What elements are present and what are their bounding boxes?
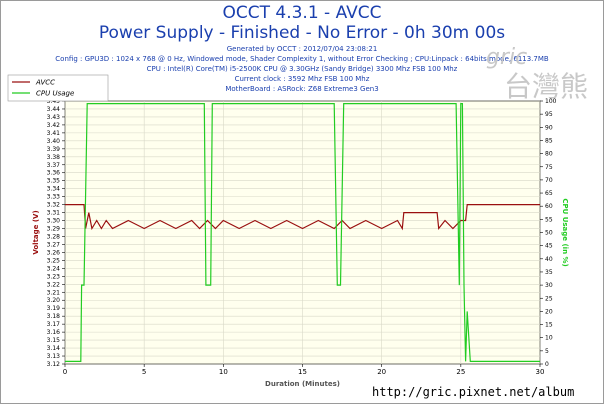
y-axis-label: Voltage (V) xyxy=(32,210,40,254)
y-tick-label: 3.18 xyxy=(47,313,61,320)
y-tick-label: 3.29 xyxy=(47,226,61,233)
y2-tick-label: 95 xyxy=(545,111,553,118)
y-tick-label: 3.27 xyxy=(47,241,61,248)
y-tick-label: 3.16 xyxy=(47,329,61,336)
y-tick-label: 3.26 xyxy=(47,249,61,256)
series-line-avcc xyxy=(65,204,540,231)
y-tick-label: 3.32 xyxy=(47,202,61,209)
y2-tick-label: 65 xyxy=(545,190,553,197)
y-tick-label: 3.42 xyxy=(47,122,61,129)
y-tick-label: 3.45 xyxy=(47,98,61,105)
y2-tick-label: 40 xyxy=(545,256,553,263)
y2-tick-label: 25 xyxy=(545,295,553,302)
y-tick-label: 3.30 xyxy=(47,218,61,225)
x-tick-label: 15 xyxy=(298,368,307,376)
legend-label-0: AVCC xyxy=(35,79,55,87)
y-tick-label: 3.43 xyxy=(47,114,61,121)
y-tick-label: 3.23 xyxy=(47,273,61,280)
x-tick-label: 25 xyxy=(456,368,465,376)
y-tick-label: 3.44 xyxy=(47,106,61,113)
chart-subtitle: Power Supply - Finished - No Error - 0h … xyxy=(98,23,506,43)
y-tick-label: 3.21 xyxy=(47,289,61,296)
y2-tick-label: 85 xyxy=(545,137,553,144)
y-tick-label: 3.33 xyxy=(47,194,61,201)
series-line-cpu-usage xyxy=(65,102,540,362)
config-line: Config : GPU3D : 1024 x 768 @ 0 Hz, Wind… xyxy=(55,55,549,63)
legend xyxy=(7,74,109,102)
y2-tick-label: 80 xyxy=(545,151,553,158)
legend-label-1: CPU Usage xyxy=(36,90,74,98)
x-tick-label: 5 xyxy=(142,368,146,376)
y2-tick-label: 100 xyxy=(545,98,557,105)
y-tick-label: 3.19 xyxy=(47,305,61,312)
y-tick-label: 3.35 xyxy=(47,178,61,185)
y-tick-label: 3.39 xyxy=(47,146,61,153)
y-tick-label: 3.41 xyxy=(47,130,61,137)
chart-title: OCCT 4.3.1 - AVCC xyxy=(222,3,382,23)
y2-tick-label: 30 xyxy=(545,282,553,289)
clock-line: Current clock : 3592 Mhz FSB 100 Mhz xyxy=(234,75,370,83)
watermark-logo: gric 台灣熊 xyxy=(486,45,588,100)
grid xyxy=(64,100,541,365)
x-tick-label: 10 xyxy=(219,368,228,376)
y2-tick-label: 70 xyxy=(545,177,553,184)
y-tick-label: 3.36 xyxy=(47,170,61,177)
y2-tick-label: 50 xyxy=(545,230,553,237)
y-tick-label: 3.28 xyxy=(47,233,61,240)
y2-tick-label: 10 xyxy=(545,335,553,342)
footer-url[interactable]: http://gric.pixnet.net/album xyxy=(372,385,575,399)
y2-tick-label: 90 xyxy=(545,124,553,131)
motherboard-line: MotherBoard : ASRock: Z68 Extreme3 Gen3 xyxy=(225,85,379,93)
y2-tick-label: 35 xyxy=(545,269,553,276)
y-tick-label: 3.25 xyxy=(47,257,61,264)
y-tick-label: 3.34 xyxy=(47,186,61,193)
x-tick-label: 30 xyxy=(536,368,545,376)
y-tick-label: 3.17 xyxy=(47,321,61,328)
y2-tick-label: 45 xyxy=(545,243,553,250)
y-tick-label: 3.22 xyxy=(47,281,61,288)
y-tick-label: 3.31 xyxy=(47,210,61,217)
y2-tick-label: 20 xyxy=(545,308,553,315)
y2-tick-label: 75 xyxy=(545,164,553,171)
y-tick-label: 3.40 xyxy=(47,138,61,145)
y2-tick-label: 15 xyxy=(545,322,553,329)
y-tick-label: 3.20 xyxy=(47,297,61,304)
y-tick-label: 3.38 xyxy=(47,154,61,161)
y-tick-label: 3.37 xyxy=(47,162,61,169)
watermark-logo-cjk: 台灣熊 xyxy=(504,70,588,100)
y-tick-label: 3.15 xyxy=(47,337,61,344)
watermark-logo-text: gric xyxy=(486,45,527,70)
x-tick-label: 0 xyxy=(63,368,67,376)
y-tick-label: 3.14 xyxy=(47,345,61,352)
y-tick-label: 3.12 xyxy=(47,361,61,368)
x-axis-label: Duration (Minutes) xyxy=(265,380,340,388)
y2-tick-label: 0 xyxy=(545,361,549,368)
x-tick-label: 20 xyxy=(377,368,386,376)
y-tick-label: 3.24 xyxy=(47,265,61,272)
y2-tick-label: 60 xyxy=(545,203,553,210)
y-tick-label: 3.13 xyxy=(47,353,61,360)
y2-axis-label: CPU Usage (in %) xyxy=(561,198,569,266)
y2-tick-label: 55 xyxy=(545,216,553,223)
generated-line: Generated by OCCT : 2012/07/04 23:08:21 xyxy=(226,45,378,53)
cpu-line: CPU : Intel(R) Core(TM) i5-2500K CPU @ 3… xyxy=(146,65,458,73)
y2-tick-label: 5 xyxy=(545,348,549,355)
